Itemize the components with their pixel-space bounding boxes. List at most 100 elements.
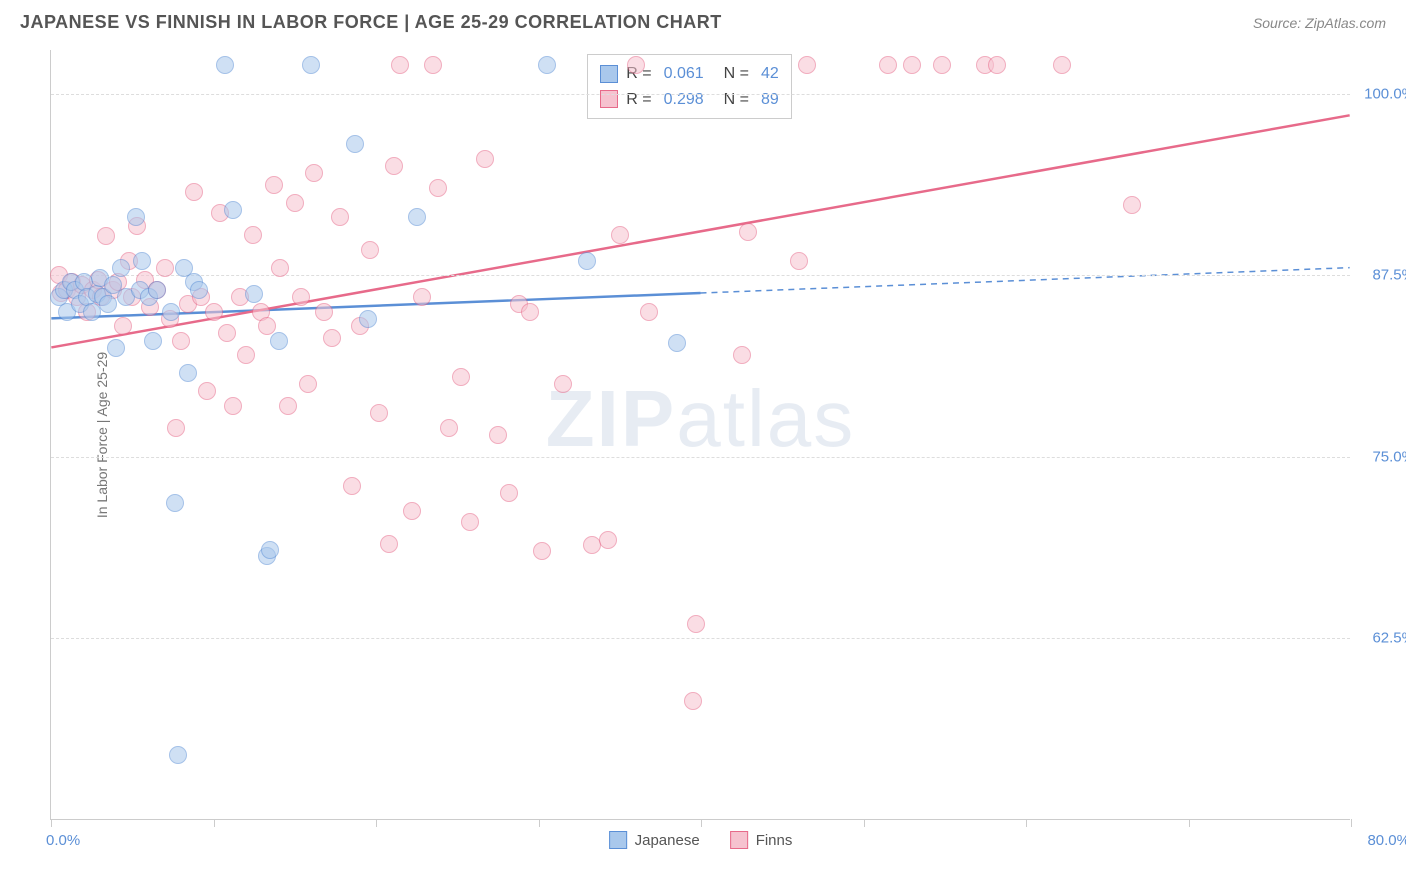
scatter-point (244, 226, 262, 244)
y-tick-label: 87.5% (1372, 267, 1406, 284)
scatter-point (879, 56, 897, 74)
correlation-legend: R = 0.061 N = 42R = 0.298 N = 89 (587, 54, 792, 119)
chart-source: Source: ZipAtlas.com (1253, 15, 1386, 31)
scatter-point (798, 56, 816, 74)
legend-swatch (730, 831, 748, 849)
scatter-point (323, 329, 341, 347)
scatter-chart: In Labor Force | Age 25-29 ZIPatlas R = 0… (50, 50, 1350, 820)
scatter-point (578, 252, 596, 270)
scatter-point (167, 419, 185, 437)
x-tick (701, 819, 702, 827)
scatter-point (361, 241, 379, 259)
scatter-point (500, 484, 518, 502)
legend-n-label: N = (724, 87, 749, 113)
watermark-light: atlas (676, 374, 855, 463)
chart-header: JAPANESE VS FINNISH IN LABOR FORCE | AGE… (0, 0, 1406, 41)
scatter-point (1053, 56, 1071, 74)
scatter-point (739, 223, 757, 241)
scatter-point (218, 324, 236, 342)
chart-title: JAPANESE VS FINNISH IN LABOR FORCE | AGE… (20, 12, 722, 33)
legend-r-value: 0.298 (664, 87, 704, 113)
scatter-point (343, 477, 361, 495)
gridline (51, 275, 1350, 276)
scatter-point (554, 375, 572, 393)
scatter-point (599, 531, 617, 549)
x-tick (864, 819, 865, 827)
scatter-point (166, 494, 184, 512)
y-tick-label: 75.0% (1372, 448, 1406, 465)
legend-swatch (609, 831, 627, 849)
scatter-point (190, 281, 208, 299)
x-range-left: 0.0% (46, 832, 80, 849)
legend-n-value: 42 (761, 61, 779, 87)
y-tick-label: 62.5% (1372, 630, 1406, 647)
scatter-point (385, 157, 403, 175)
y-tick-label: 100.0% (1364, 85, 1406, 102)
series-legend: Japanese Finns (609, 831, 793, 849)
scatter-point (224, 201, 242, 219)
scatter-point (640, 303, 658, 321)
legend-n-label: N = (724, 61, 749, 87)
scatter-point (169, 746, 187, 764)
scatter-point (265, 176, 283, 194)
scatter-point (1123, 196, 1141, 214)
legend-r-value: 0.061 (664, 61, 704, 87)
scatter-point (521, 303, 539, 321)
scatter-point (533, 542, 551, 560)
scatter-point (224, 397, 242, 415)
scatter-point (279, 397, 297, 415)
gridline (51, 94, 1350, 95)
scatter-point (903, 56, 921, 74)
scatter-point (261, 541, 279, 559)
scatter-point (156, 259, 174, 277)
scatter-point (790, 252, 808, 270)
scatter-point (346, 135, 364, 153)
scatter-point (83, 303, 101, 321)
scatter-point (162, 303, 180, 321)
scatter-point (286, 194, 304, 212)
scatter-point (271, 259, 289, 277)
legend-row: R = 0.298 N = 89 (600, 87, 779, 113)
bottom-legend-label: Finns (756, 832, 793, 849)
scatter-point (292, 288, 310, 306)
scatter-point (216, 56, 234, 74)
scatter-point (440, 419, 458, 437)
bottom-legend-item: Japanese (609, 831, 700, 849)
scatter-point (133, 252, 151, 270)
scatter-point (476, 150, 494, 168)
scatter-point (97, 227, 115, 245)
scatter-point (452, 368, 470, 386)
scatter-point (172, 332, 190, 350)
legend-n-value: 89 (761, 87, 779, 113)
scatter-point (627, 56, 645, 74)
scatter-point (305, 164, 323, 182)
scatter-point (127, 208, 145, 226)
scatter-point (988, 56, 1006, 74)
scatter-point (668, 334, 686, 352)
scatter-point (611, 226, 629, 244)
x-tick (1026, 819, 1027, 827)
scatter-point (687, 615, 705, 633)
x-tick (539, 819, 540, 827)
scatter-point (403, 502, 421, 520)
scatter-point (461, 513, 479, 531)
legend-r-label: R = (626, 87, 651, 113)
x-tick (1351, 819, 1352, 827)
scatter-point (391, 56, 409, 74)
scatter-point (245, 285, 263, 303)
scatter-point (107, 339, 125, 357)
scatter-point (331, 208, 349, 226)
y-axis-title: In Labor Force | Age 25-29 (94, 351, 110, 517)
watermark: ZIPatlas (546, 373, 855, 465)
scatter-point (185, 183, 203, 201)
scatter-point (413, 288, 431, 306)
scatter-point (370, 404, 388, 422)
x-tick (51, 819, 52, 827)
scatter-point (489, 426, 507, 444)
bottom-legend-item: Finns (730, 831, 793, 849)
scatter-point (99, 295, 117, 313)
scatter-point (359, 310, 377, 328)
gridline (51, 457, 1350, 458)
scatter-point (933, 56, 951, 74)
scatter-point (179, 364, 197, 382)
